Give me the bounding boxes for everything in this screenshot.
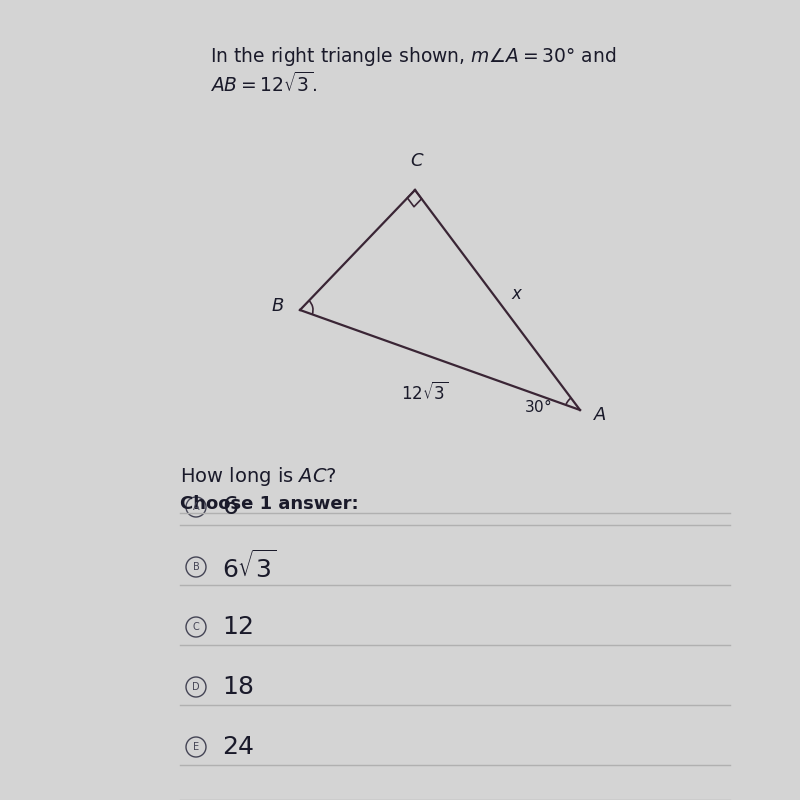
Text: $6$: $6$ <box>222 495 238 519</box>
Text: D: D <box>192 682 200 692</box>
Text: $B$: $B$ <box>271 297 285 315</box>
Text: C: C <box>193 622 199 632</box>
Text: $12\sqrt{3}$: $12\sqrt{3}$ <box>402 382 449 404</box>
Text: $6\sqrt{3}$: $6\sqrt{3}$ <box>222 550 277 583</box>
Text: How long is $AC$?: How long is $AC$? <box>180 465 337 488</box>
Text: E: E <box>193 742 199 752</box>
Text: B: B <box>193 562 199 572</box>
Text: $30$°: $30$° <box>524 398 552 414</box>
Text: Choose 1 answer:: Choose 1 answer: <box>180 495 358 513</box>
Text: A: A <box>193 502 199 512</box>
Text: In the right triangle shown, $m\angle A = 30°$ and: In the right triangle shown, $m\angle A … <box>210 45 616 68</box>
Text: $A$: $A$ <box>593 406 607 424</box>
Text: $12$: $12$ <box>222 615 254 639</box>
Text: $24$: $24$ <box>222 735 254 759</box>
Text: $x$: $x$ <box>511 285 524 303</box>
Text: $AB = 12\sqrt{3}$.: $AB = 12\sqrt{3}$. <box>210 72 317 96</box>
Text: $18$: $18$ <box>222 675 254 699</box>
Text: $C$: $C$ <box>410 152 424 170</box>
